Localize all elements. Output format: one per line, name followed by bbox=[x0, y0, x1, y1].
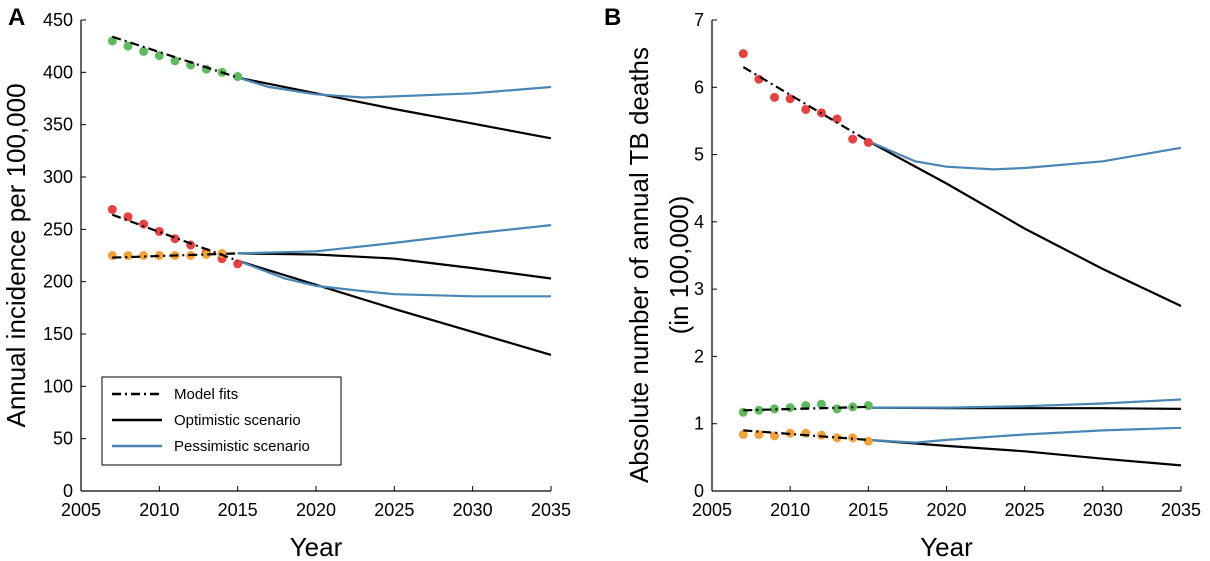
data-point-red bbox=[770, 92, 780, 102]
data-point-green bbox=[139, 46, 149, 56]
model-fit-line-orange bbox=[112, 252, 238, 259]
pessimistic-line-green bbox=[868, 398, 1182, 409]
legend-label: Model fits bbox=[174, 386, 238, 403]
pessimistic-line-red bbox=[237, 259, 551, 298]
x-tick-label: 2010 bbox=[139, 500, 179, 520]
data-point-red bbox=[863, 137, 873, 147]
y-tick-label: 350 bbox=[43, 115, 73, 135]
x-tick-label: 2035 bbox=[1161, 500, 1201, 520]
y-tick-label: 0 bbox=[63, 481, 73, 501]
x-axis-title: Year bbox=[290, 532, 343, 561]
data-point-orange bbox=[832, 433, 842, 443]
x-tick-label: 2025 bbox=[374, 500, 414, 520]
panel-label: A bbox=[8, 4, 25, 31]
data-point-orange bbox=[770, 431, 780, 441]
x-tick-label: 2035 bbox=[531, 500, 571, 520]
data-point-green bbox=[770, 404, 780, 414]
x-tick-label: 2020 bbox=[926, 500, 966, 520]
y-tick-label: 200 bbox=[43, 272, 73, 292]
data-point-orange bbox=[863, 436, 873, 446]
data-point-orange bbox=[738, 429, 748, 439]
y-axis-title: Annual incidence per 100,000 bbox=[1, 83, 31, 427]
data-point-red bbox=[233, 259, 243, 269]
data-point-green bbox=[107, 36, 117, 46]
x-tick-label: 2005 bbox=[61, 500, 101, 520]
pessimistic-line-green bbox=[237, 76, 552, 99]
y-tick-label: 300 bbox=[43, 167, 73, 187]
model-fit-line-green bbox=[743, 405, 869, 412]
data-point-red bbox=[107, 204, 117, 214]
y-tick-label: 50 bbox=[53, 429, 73, 449]
data-point-red bbox=[139, 219, 149, 229]
x-tick-label: 2015 bbox=[218, 500, 258, 520]
y-tick-label: 150 bbox=[43, 324, 73, 344]
pessimistic-line-orange bbox=[237, 224, 552, 255]
data-point-orange bbox=[139, 251, 149, 260]
y-tick-label: 5 bbox=[694, 145, 704, 165]
x-tick-label: 2030 bbox=[453, 500, 493, 520]
x-tick-label: 2010 bbox=[770, 500, 810, 520]
x-axis-title: Year bbox=[920, 532, 973, 561]
y-axis-title: Absolute number of annual TB deaths bbox=[624, 47, 654, 483]
y-tick-label: 3 bbox=[694, 279, 704, 299]
panel-label: B bbox=[604, 4, 621, 31]
data-point-green bbox=[233, 72, 243, 82]
optimistic-line-red bbox=[867, 140, 1182, 307]
data-point-orange bbox=[123, 251, 133, 260]
optimistic-line-orange bbox=[237, 252, 552, 280]
panel-a: A 2005 2010 2015 2020 2025 2030 2035 0 50 100 150 20… bbox=[1, 4, 571, 561]
legend-label: Pessimistic scenario bbox=[174, 438, 310, 455]
optimistic-line-orange bbox=[868, 438, 1182, 467]
y-tick-label: 400 bbox=[43, 62, 73, 82]
x-tick-label: 2025 bbox=[1005, 500, 1045, 520]
legend-label: Optimistic scenario bbox=[174, 412, 301, 429]
y-axis-title-line2: (in 100,000) bbox=[664, 196, 694, 335]
y-tick-label: 2 bbox=[694, 346, 704, 366]
model-fit-line-red bbox=[111, 213, 239, 262]
data-point-orange bbox=[816, 430, 826, 440]
data-point-orange bbox=[107, 251, 117, 260]
y-tick-label: 4 bbox=[694, 212, 704, 232]
x-tick-label: 2005 bbox=[692, 500, 732, 520]
data-point-orange bbox=[754, 429, 764, 439]
data-point-red bbox=[801, 104, 811, 114]
y-tick-label: 250 bbox=[43, 219, 73, 239]
model-fit-line-green bbox=[111, 35, 239, 79]
data-point-green bbox=[754, 405, 764, 415]
x-tick-label: 2030 bbox=[1083, 500, 1123, 520]
data-point-green bbox=[816, 399, 826, 409]
optimistic-line-red bbox=[237, 259, 552, 356]
pessimistic-line-red bbox=[867, 140, 1182, 171]
pessimistic-line-orange bbox=[868, 426, 1182, 444]
optimistic-line-green bbox=[237, 76, 552, 140]
y-tick-label: 450 bbox=[43, 10, 73, 30]
data-point-green bbox=[170, 56, 180, 66]
model-fit-line-red bbox=[742, 66, 869, 143]
panel-b: B 2005 2010 2015 2020 2025 2030 2035 0 1 2 3 4 5 6 7 Yea… bbox=[604, 4, 1201, 561]
y-tick-label: 6 bbox=[694, 77, 704, 97]
y-tick-label: 1 bbox=[694, 414, 704, 434]
y-tick-label: 0 bbox=[694, 481, 704, 501]
data-point-green bbox=[123, 41, 133, 51]
data-point-orange bbox=[201, 249, 211, 259]
x-tick-label: 2020 bbox=[296, 500, 336, 520]
data-point-red bbox=[738, 49, 748, 59]
y-tick-label: 100 bbox=[43, 376, 73, 396]
x-tick-label: 2015 bbox=[848, 500, 888, 520]
data-point-orange bbox=[154, 251, 164, 260]
data-point-green bbox=[863, 401, 873, 411]
data-point-green bbox=[785, 403, 795, 413]
data-point-red bbox=[848, 134, 858, 144]
data-point-red bbox=[832, 114, 842, 124]
model-fit-line-orange bbox=[743, 429, 869, 441]
y-tick-label: 7 bbox=[694, 10, 704, 30]
